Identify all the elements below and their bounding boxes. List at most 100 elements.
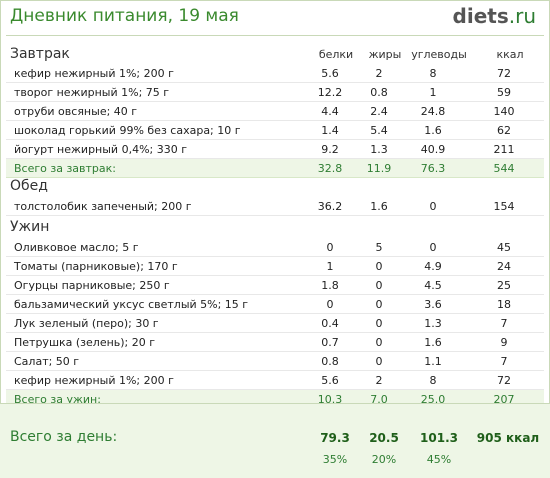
food-name: Салат; 50 г <box>14 355 80 368</box>
food-name: творог нежирный 1%; 75 г <box>14 86 170 99</box>
food-name: толстолобик запеченый; 200 г <box>14 200 192 213</box>
protein-value: 5.6 <box>321 67 339 80</box>
table-row: Лук зеленый (перо); 30 г 0.4 0 1.3 7 <box>6 314 544 333</box>
kcal-value: 7 <box>500 355 508 368</box>
col-kcal: ккал <box>496 48 524 61</box>
carbs-value: 24.8 <box>420 105 446 118</box>
fat-value: 1.3 <box>370 143 388 156</box>
fat-value: 5 <box>375 241 383 254</box>
kcal-value: 140 <box>493 105 515 118</box>
fat-value: 2.4 <box>370 105 388 118</box>
kcal-value: 72 <box>497 374 511 387</box>
day-total-label: Всего за день: <box>10 429 118 445</box>
logo-tld: .ru <box>508 4 536 28</box>
table-row: отруби овсяные; 40 г 4.4 2.4 24.8 140 <box>6 102 544 121</box>
total-row-label: Всего за завтрак: <box>14 162 117 175</box>
day-carbs-percent: 45% <box>426 453 452 466</box>
food-name: шоколад горький 99% без сахара; 10 г <box>14 124 241 137</box>
carbs-value: 3.6 <box>424 298 442 311</box>
carbs-value: 4.9 <box>424 260 442 273</box>
protein-value: 1 <box>326 260 334 273</box>
carbs-value: 76.3 <box>420 162 446 175</box>
fat-value: 11.9 <box>366 162 392 175</box>
food-name: отруби овсяные; 40 г <box>14 105 138 118</box>
logo-main: diets <box>452 4 509 28</box>
logo[interactable]: diets.ru <box>453 4 536 28</box>
protein-value: 1.4 <box>321 124 339 137</box>
carbs-value: 0 <box>429 241 437 254</box>
col-fat: жиры <box>368 48 402 61</box>
kcal-value: 62 <box>497 124 511 137</box>
carbs-value: 25.0 <box>420 393 446 406</box>
food-name: Лук зеленый (перо); 30 г <box>14 317 159 330</box>
kcal-value: 211 <box>493 143 515 156</box>
protein-value: 0.7 <box>321 336 339 349</box>
table-row: Огурцы парниковые; 250 г 1.8 0 4.5 25 <box>6 276 544 295</box>
protein-value: 9.2 <box>321 143 339 156</box>
protein-value: 4.4 <box>321 105 339 118</box>
protein-value: 36.2 <box>317 200 343 213</box>
protein-value: 32.8 <box>317 162 343 175</box>
kcal-value: 45 <box>497 241 511 254</box>
protein-value: 5.6 <box>321 374 339 387</box>
food-name: кефир нежирный 1%; 200 г <box>14 374 174 387</box>
kcal-value: 59 <box>497 86 511 99</box>
protein-value: 0 <box>326 298 334 311</box>
table-row: творог нежирный 1%; 75 г 12.2 0.8 1 59 <box>6 83 544 102</box>
fat-value: 0 <box>375 298 383 311</box>
page-title: Дневник питания, 19 мая <box>10 6 239 26</box>
protein-value: 0.4 <box>321 317 339 330</box>
table-row: йогурт нежирный 0,4%; 330 г 9.2 1.3 40.9 211 <box>6 140 544 159</box>
protein-value: 12.2 <box>317 86 343 99</box>
carbs-value: 1.3 <box>424 317 442 330</box>
carbs-value: 4.5 <box>424 279 442 292</box>
day-total: Всего за день: 79.3 20.5 101.3 905 ккал … <box>0 403 550 478</box>
kcal-value: 24 <box>497 260 511 273</box>
food-name: кефир нежирный 1%; 200 г <box>14 67 174 80</box>
col-carbs: углеводы <box>411 48 467 61</box>
col-protein: белки <box>318 48 354 61</box>
total-row: Всего за завтрак: 32.8 11.9 76.3 544 <box>6 159 544 178</box>
total-row-label: Всего за ужин: <box>14 393 101 406</box>
carbs-value: 1.6 <box>424 336 442 349</box>
kcal-value: 25 <box>497 279 511 292</box>
protein-value: 10.3 <box>317 393 343 406</box>
table-row: бальзамический уксус светлый 5%; 15 г 0 0 3… <box>6 295 544 314</box>
carbs-value: 8 <box>429 374 437 387</box>
fat-value: 2 <box>375 374 383 387</box>
fat-value: 2 <box>375 67 383 80</box>
fat-value: 0 <box>375 279 383 292</box>
carbs-value: 0 <box>429 200 437 213</box>
table-row: Оливковое масло; 5 г 0 5 0 45 <box>6 238 544 257</box>
food-name: йогурт нежирный 0,4%; 330 г <box>14 143 187 156</box>
protein-value: 0.8 <box>321 355 339 368</box>
fat-value: 0 <box>375 317 383 330</box>
protein-value: 1.8 <box>321 279 339 292</box>
kcal-value: 18 <box>497 298 511 311</box>
carbs-value: 1.1 <box>424 355 442 368</box>
carbs-value: 1 <box>429 86 437 99</box>
section-dinner: Ужин <box>10 219 50 235</box>
fat-value: 7.0 <box>370 393 388 406</box>
header-divider <box>6 35 544 36</box>
carbs-value: 40.9 <box>420 143 446 156</box>
fat-value: 0 <box>375 260 383 273</box>
day-fat-percent: 20% <box>371 453 397 466</box>
kcal-value: 207 <box>493 393 515 406</box>
food-name: бальзамический уксус светлый 5%; 15 г <box>14 298 249 311</box>
table-row: кефир нежирный 1%; 200 г 5.6 2 8 72 <box>6 64 544 83</box>
protein-value: 0 <box>326 241 334 254</box>
section-lunch: Обед <box>10 178 48 194</box>
kcal-value: 72 <box>497 67 511 80</box>
food-name: Оливковое масло; 5 г <box>14 241 139 254</box>
kcal-value: 544 <box>493 162 515 175</box>
day-protein-percent: 35% <box>322 453 348 466</box>
day-fat: 20.5 <box>369 431 399 445</box>
fat-value: 0.8 <box>370 86 388 99</box>
table-row: шоколад горький 99% без сахара; 10 г 1.4 5… <box>6 121 544 140</box>
table-row: толстолобик запеченый; 200 г 36.2 1.6 0 154 <box>6 197 544 216</box>
kcal-value: 154 <box>493 200 515 213</box>
carbs-value: 1.6 <box>424 124 442 137</box>
fat-value: 1.6 <box>370 200 388 213</box>
table-row: Салат; 50 г 0.8 0 1.1 7 <box>6 352 544 371</box>
